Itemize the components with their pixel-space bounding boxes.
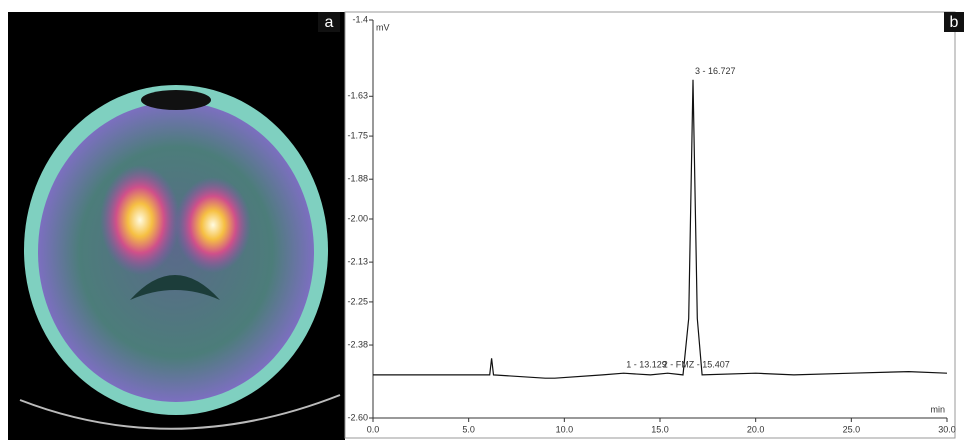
sinus <box>141 90 211 110</box>
label-box-b <box>944 12 964 32</box>
y-axis-label: mV <box>376 22 390 32</box>
peak-label: 3 - 16.727 <box>695 66 736 76</box>
x-axis-label: min <box>930 404 945 414</box>
peak-label: 1 - 13.129 <box>626 360 667 370</box>
panel-label: a <box>325 14 334 31</box>
hotspot-right <box>175 177 251 273</box>
y-tick-label: -1.4 <box>352 14 368 24</box>
panel-label: b <box>950 14 959 31</box>
scanner-bed <box>19 394 341 430</box>
brain <box>38 102 314 402</box>
x-tick-label: 10.0 <box>556 424 574 434</box>
y-tick-label: -2.60 <box>347 412 368 422</box>
ventricles <box>130 275 220 300</box>
y-tick-label: -1.63 <box>347 91 368 101</box>
trace <box>373 79 948 379</box>
y-tick-label: -2.25 <box>347 296 368 306</box>
x-tick-label: 30.0 <box>938 424 956 434</box>
y-tick-label: -2.38 <box>347 339 368 349</box>
x-tick-label: 25.0 <box>843 424 861 434</box>
y-tick-label: -2.13 <box>347 256 368 266</box>
x-tick-label: 0.0 <box>367 424 380 434</box>
x-tick-label: 15.0 <box>651 424 669 434</box>
x-tick-label: 20.0 <box>747 424 765 434</box>
y-tick-label: -1.75 <box>347 130 368 140</box>
label-box-a <box>318 12 340 32</box>
pet-image: a <box>8 12 345 440</box>
peak-label: 2 - FMZ - 15.407 <box>663 360 730 370</box>
chart-frame <box>344 11 956 439</box>
hotspot-left <box>100 165 180 275</box>
y-tick-label: -1.88 <box>347 174 368 184</box>
x-tick-label: 5.0 <box>462 424 475 434</box>
y-tick-label: -2.00 <box>347 213 368 223</box>
